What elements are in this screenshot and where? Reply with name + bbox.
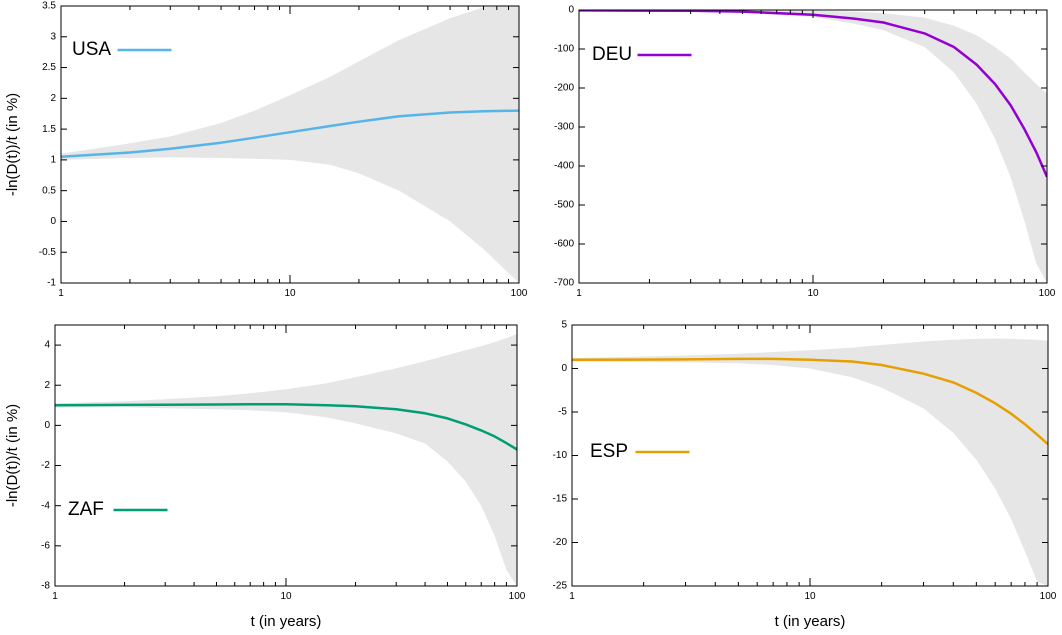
y-tick-label: -10 — [553, 450, 568, 461]
x-tick-label: 100 — [511, 288, 528, 299]
y-tick-label: 5 — [561, 320, 567, 331]
x-tick-label: 10 — [807, 288, 819, 299]
x-tick-label: 10 — [280, 591, 292, 602]
series-line-deu — [579, 10, 1047, 178]
y-tick-label: 0 — [44, 420, 50, 431]
y-tick-label: -500 — [554, 200, 574, 211]
y-tick-label: -300 — [554, 122, 574, 133]
x-axis-title: t (in years) — [251, 613, 322, 630]
x-tick-label: 1 — [569, 591, 575, 602]
y-axis-title: -ln(D(t))/t (in %) — [4, 404, 21, 507]
y-tick-label: -700 — [554, 278, 574, 289]
y-tick-label: -20 — [553, 537, 568, 548]
legend-label: DEU — [592, 44, 632, 65]
y-tick-label: 4 — [44, 340, 50, 351]
y-tick-label: 2 — [44, 380, 50, 391]
y-tick-label: 3.5 — [42, 1, 56, 12]
y-tick-label: 1 — [50, 155, 56, 166]
y-tick-label: 0 — [561, 363, 567, 374]
y-tick-label: 0 — [50, 216, 56, 227]
x-tick-label: 100 — [1039, 288, 1056, 299]
confidence-band — [55, 334, 517, 586]
x-axis-title: t (in years) — [775, 613, 846, 630]
y-tick-label: 0.5 — [42, 185, 56, 196]
y-tick-label: -5 — [558, 407, 567, 418]
chart-panel-3: ZAF -8 -6 -4 -2 0 2 4 1 10 100 -ln(D(t))/t (in %) t … — [4, 324, 526, 630]
confidence-band — [579, 10, 1047, 283]
y-tick-label: -1 — [47, 278, 56, 289]
legend-label: ZAF — [68, 499, 104, 520]
x-tick-label: 100 — [509, 591, 526, 602]
y-tick-label: 1.5 — [42, 124, 56, 135]
chart-panel-1: USA -1 -0.5 0 0.5 1 1.5 2 2.5 3 3.5 1 10 100 -ln(D(t))… — [4, 1, 528, 299]
y-tick-label: -25 — [553, 581, 568, 592]
y-tick-label: -0.5 — [39, 247, 57, 258]
series-line-esp — [572, 357, 1048, 446]
confidence-band — [572, 338, 1048, 586]
y-tick-label: -100 — [554, 44, 574, 55]
x-tick-label: 1 — [52, 591, 58, 602]
series-line-zaf — [55, 403, 517, 451]
chart-panel-4: ESP -25 -20 -15 -10 -5 0 5 1 10 100 t (in years) — [553, 320, 1057, 630]
x-tick-label: 1 — [576, 288, 582, 299]
y-tick-label: 0 — [568, 5, 574, 16]
y-tick-label: 2 — [50, 93, 56, 104]
series-line-usa — [61, 109, 519, 159]
y-tick-label: -2 — [41, 460, 50, 471]
x-tick-label: 100 — [1040, 591, 1057, 602]
y-tick-label: -4 — [41, 500, 50, 511]
x-tick-label: 1 — [58, 288, 64, 299]
y-tick-label: 2.5 — [42, 62, 56, 73]
x-tick-label: 10 — [804, 591, 816, 602]
confidence-band — [61, 6, 519, 283]
y-tick-label: -15 — [553, 494, 568, 505]
y-tick-label: -400 — [554, 161, 574, 172]
legend-label: USA — [72, 39, 111, 60]
x-tick-label: 10 — [284, 288, 296, 299]
y-tick-label: 3 — [50, 31, 56, 42]
y-tick-label: -600 — [554, 239, 574, 250]
chart-panel-2: DEU -700 -600 -500 -400 -300 -200 -100 0 1 10 100 — [554, 5, 1056, 299]
y-axis-title: -ln(D(t))/t (in %) — [4, 93, 21, 196]
y-tick-label: -8 — [41, 581, 50, 592]
y-tick-label: -200 — [554, 83, 574, 94]
y-tick-label: -6 — [41, 540, 50, 551]
legend-label: ESP — [590, 441, 628, 462]
